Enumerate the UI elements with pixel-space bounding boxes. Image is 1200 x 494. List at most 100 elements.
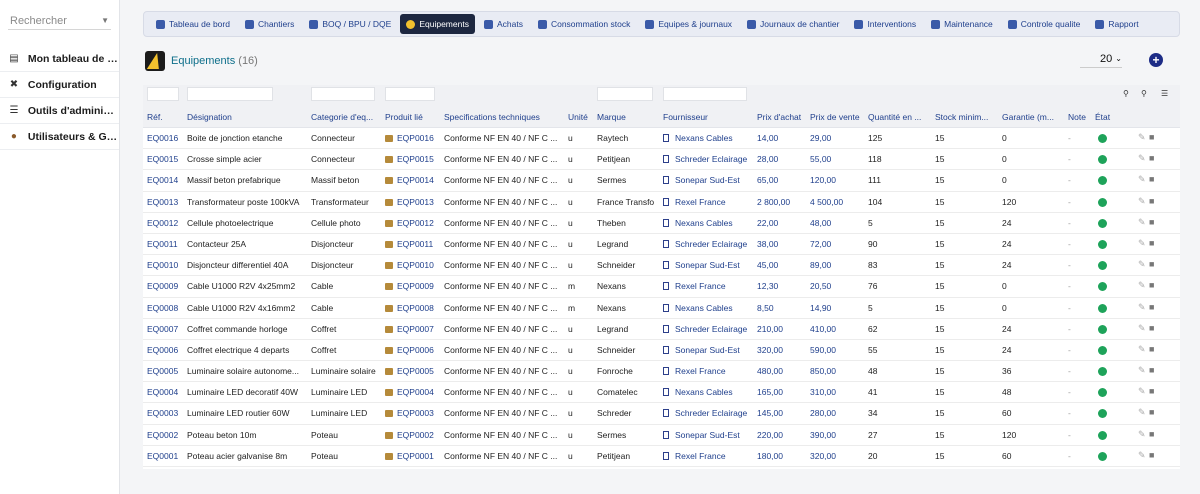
delete-icon[interactable]: ■: [1149, 132, 1155, 142]
cell-produit[interactable]: EQP0004: [385, 387, 445, 397]
cell-fournisseur[interactable]: Rexel France: [663, 197, 751, 207]
table-row[interactable]: EQ0006 Coffret electrique 4 departs Coffre…: [143, 340, 1180, 362]
cell-ref[interactable]: EQ0007: [147, 324, 183, 334]
column-header[interactable]: Produit lié: [385, 112, 423, 122]
cell-ref[interactable]: EQ0012: [147, 218, 183, 228]
chevron-down-icon[interactable]: ▼: [101, 16, 109, 25]
delete-icon[interactable]: ■: [1149, 195, 1155, 206]
cell-fournisseur[interactable]: Nexans Cables: [663, 303, 751, 313]
cell-fournisseur[interactable]: Schreder Eclairage: [663, 408, 751, 418]
delete-icon[interactable]: ■: [1149, 237, 1155, 248]
cell-ref[interactable]: EQ0015: [147, 154, 183, 164]
edit-icon[interactable]: ✎: [1138, 428, 1146, 439]
cell-produit[interactable]: EQP0016: [385, 133, 445, 143]
edit-icon[interactable]: ✎: [1138, 132, 1146, 142]
column-header[interactable]: Unité: [568, 112, 588, 122]
cell-fournisseur[interactable]: Sonepar Sud-Est: [663, 260, 751, 270]
cell-fournisseur[interactable]: Nexans Cables: [663, 133, 751, 143]
cell-fournisseur[interactable]: Schreder Eclairage: [663, 154, 751, 164]
nav-item-achats[interactable]: Achats: [478, 14, 529, 34]
cell-fournisseur[interactable]: Nexans Cables: [663, 218, 751, 228]
cell-ref[interactable]: EQ0014: [147, 175, 183, 185]
table-row[interactable]: EQ0003 Luminaire LED routier 60W Luminaire…: [143, 403, 1180, 425]
cell-ref[interactable]: EQ0004: [147, 387, 183, 397]
cell-produit[interactable]: EQP0010: [385, 260, 445, 270]
edit-icon[interactable]: ✎: [1138, 153, 1146, 164]
cell-ref[interactable]: EQ0011: [147, 239, 183, 249]
column-header[interactable]: Specifications techniques: [444, 112, 540, 122]
column-header[interactable]: Marque: [597, 112, 626, 122]
cell-produit[interactable]: EQP0008: [385, 303, 445, 313]
cell-fournisseur[interactable]: Sonepar Sud-Est: [663, 175, 751, 185]
table-row[interactable]: EQ0007 Coffret commande horloge Coffret EQP…: [143, 319, 1180, 340]
cell-produit[interactable]: EQP0015: [385, 154, 445, 164]
column-header[interactable]: Garantie (m...: [1002, 112, 1054, 122]
cell-ref[interactable]: EQ0002: [147, 430, 183, 440]
cell-produit[interactable]: EQP0011: [385, 239, 445, 249]
filter-fournisseur[interactable]: [663, 87, 747, 101]
filter-designation[interactable]: [187, 87, 273, 101]
table-row[interactable]: EQ0010 Disjoncteur differentiel 40A Disjon…: [143, 255, 1180, 277]
delete-icon[interactable]: ■: [1149, 343, 1155, 354]
table-row[interactable]: EQ0016 Boite de jonction etanche Connecteu…: [143, 128, 1180, 150]
cell-produit[interactable]: EQP0007: [385, 324, 445, 334]
cell-produit[interactable]: EQP0012: [385, 218, 445, 228]
sidebar-item-admin-tools[interactable]: ☰ Outils d'administrat...: [0, 98, 119, 124]
delete-icon[interactable]: ■: [1149, 174, 1155, 185]
cell-produit[interactable]: EQP0003: [385, 408, 445, 418]
delete-icon[interactable]: ■: [1149, 216, 1155, 227]
table-row[interactable]: EQ0008 Cable U1000 R2V 4x16mm2 Cable EQP000…: [143, 298, 1180, 319]
cell-ref[interactable]: EQ0001: [147, 451, 183, 461]
edit-icon[interactable]: ✎: [1138, 407, 1146, 418]
cell-ref[interactable]: EQ0008: [147, 303, 183, 313]
cell-ref[interactable]: EQ0005: [147, 366, 183, 376]
delete-icon[interactable]: ■: [1149, 365, 1155, 376]
search-input[interactable]: [10, 14, 96, 27]
edit-icon[interactable]: ✎: [1138, 280, 1146, 291]
sidebar-search[interactable]: ▼: [8, 12, 111, 30]
cell-produit[interactable]: EQP0005: [385, 366, 445, 376]
edit-icon[interactable]: ✎: [1138, 301, 1146, 312]
filter-ref[interactable]: [147, 87, 179, 101]
nav-item-boq-bpu-dqe[interactable]: BOQ / BPU / DQE: [303, 14, 397, 34]
edit-icon[interactable]: ✎: [1138, 237, 1146, 248]
column-header[interactable]: Fournisseur: [663, 112, 708, 122]
delete-icon[interactable]: ■: [1149, 153, 1155, 164]
delete-icon[interactable]: ■: [1149, 301, 1155, 312]
sidebar-item-dashboard[interactable]: ▤ Mon tableau de bord: [0, 46, 119, 72]
table-row[interactable]: EQ0013 Transformateur poste 100kVA Transfo…: [143, 192, 1180, 213]
edit-icon[interactable]: ✎: [1138, 449, 1146, 460]
cell-fournisseur[interactable]: Schreder Eclairage: [663, 239, 751, 249]
columns-icon[interactable]: ☰: [1161, 89, 1169, 98]
per-page-select[interactable]: 20 ⌄: [1080, 50, 1122, 68]
cell-ref[interactable]: EQ0006: [147, 345, 183, 355]
delete-icon[interactable]: ■: [1149, 259, 1155, 270]
edit-icon[interactable]: ✎: [1138, 195, 1146, 206]
cell-ref[interactable]: EQ0010: [147, 260, 183, 270]
delete-icon[interactable]: ■: [1149, 386, 1155, 397]
filter-produit[interactable]: [385, 87, 435, 101]
cell-fournisseur[interactable]: Sonepar Sud-Est: [663, 430, 751, 440]
cell-produit[interactable]: EQP0009: [385, 281, 445, 291]
table-row[interactable]: EQ0012 Cellule photoelectrique Cellule pho…: [143, 213, 1180, 234]
nav-item-chantiers[interactable]: Chantiers: [239, 14, 300, 34]
nav-item-equipements[interactable]: Equipements: [400, 14, 475, 34]
edit-icon[interactable]: ✎: [1138, 259, 1146, 270]
delete-icon[interactable]: ■: [1149, 407, 1155, 418]
table-row[interactable]: EQ0011 Contacteur 25A Disjoncteur EQP0011 Co…: [143, 234, 1180, 256]
edit-icon[interactable]: ✎: [1138, 365, 1146, 376]
delete-icon[interactable]: ■: [1149, 280, 1155, 291]
nav-item-tableau-de-bord[interactable]: Tableau de bord: [150, 14, 236, 34]
cell-fournisseur[interactable]: Sonepar Sud-Est: [663, 345, 751, 355]
table-row[interactable]: EQ0015 Crosse simple acier Connecteur EQP00…: [143, 149, 1180, 171]
column-header[interactable]: Stock minim...: [935, 112, 989, 122]
cell-ref[interactable]: EQ0016: [147, 133, 183, 143]
edit-icon[interactable]: ✎: [1138, 386, 1146, 397]
table-row[interactable]: EQ0002 Poteau beton 10m Poteau EQP0002 Confo…: [143, 425, 1180, 446]
column-header[interactable]: Categorie d'eq...: [311, 112, 374, 122]
cell-fournisseur[interactable]: Schreder Eclairage: [663, 324, 751, 334]
search-icon[interactable]: ⚲: [1123, 89, 1129, 98]
add-button[interactable]: +: [1149, 53, 1163, 67]
cell-ref[interactable]: EQ0009: [147, 281, 183, 291]
table-row[interactable]: EQ0014 Massif beton prefabrique Massif bet…: [143, 170, 1180, 192]
